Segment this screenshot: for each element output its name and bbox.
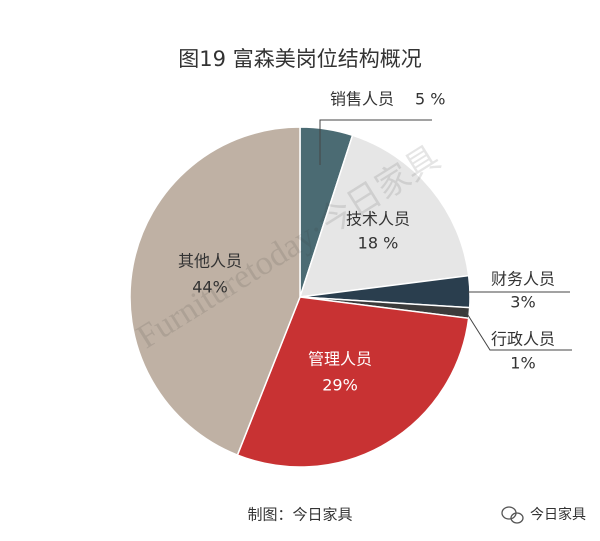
slice-name: 销售人员: [330, 90, 394, 109]
slice-name: 行政人员: [491, 330, 555, 349]
value-label: 5 %: [415, 90, 445, 109]
value-label: 18 %: [358, 234, 399, 253]
slice-name: 管理人员: [308, 350, 372, 369]
slice-name: 其他人员: [178, 252, 242, 271]
pie-slice: [236, 296, 470, 468]
value-label: 1%: [510, 354, 535, 373]
source-note: 制图：今日家具: [247, 506, 352, 524]
value-label: 44%: [192, 278, 228, 297]
leader-line: [319, 119, 432, 165]
slice-name: 技术人员: [346, 210, 410, 229]
slice-name: 财务人员: [491, 270, 555, 289]
pie-slice: [298, 134, 470, 298]
value-label: 29%: [322, 376, 358, 395]
brand-label: 今日家具: [530, 506, 586, 523]
pie-slice: [129, 126, 301, 457]
wechat-icon: [501, 506, 524, 524]
chart-title: 图19 富森美岗位结构概况: [178, 47, 421, 71]
value-label: 3%: [510, 293, 535, 312]
leader-line: [465, 311, 572, 351]
